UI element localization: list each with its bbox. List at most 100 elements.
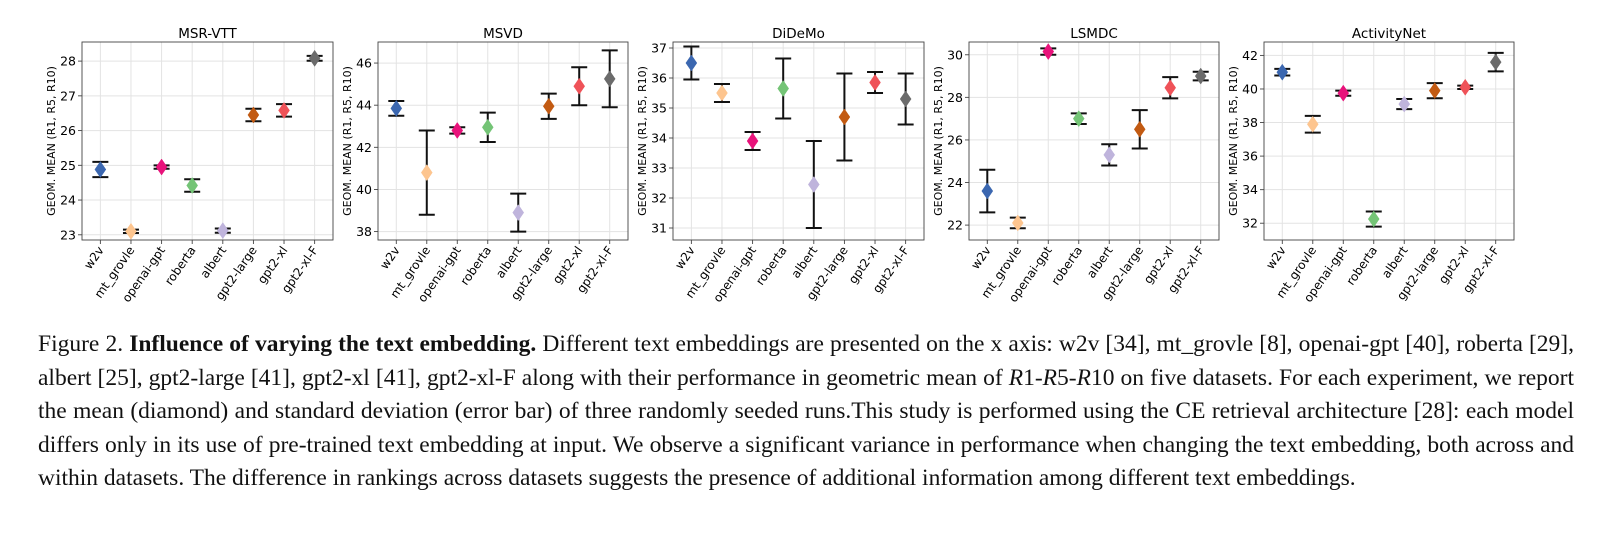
- caption-title: Influence of varying the text embedding.: [129, 331, 537, 357]
- chart-title: MSR-VTT: [178, 26, 237, 42]
- mean-diamond-gpt2-large: [1133, 120, 1146, 138]
- y-axis-label: GEOM. MEAN (R1, R5, R10): [341, 66, 354, 216]
- y-tick-label: 35: [651, 101, 667, 116]
- y-tick-label: 28: [60, 54, 76, 69]
- mean-diamond-roberta: [186, 177, 198, 194]
- mean-diamond-roberta: [777, 80, 789, 97]
- x-tick-label: albert: [789, 243, 821, 280]
- y-tick-label: 31: [651, 221, 667, 236]
- y-tick-label: 28: [947, 90, 963, 105]
- y-tick-label: 33: [651, 161, 667, 176]
- y-tick-label: 36: [1242, 149, 1258, 164]
- y-axis-label: GEOM. MEAN (R1, R5, R10): [636, 66, 649, 216]
- caption-figure-label: Figure 2.: [38, 331, 124, 357]
- plot-frame: [968, 41, 1220, 241]
- mean-diamond-mt-grovle: [420, 164, 433, 182]
- mean-diamond-albert: [1398, 95, 1411, 113]
- y-tick-label: 26: [60, 123, 76, 138]
- x-tick-label: albert: [1084, 243, 1116, 280]
- mean-diamond-gpt2-large: [1428, 82, 1441, 100]
- y-tick-label: 42: [1242, 48, 1258, 63]
- x-tick-label: roberta: [753, 244, 790, 288]
- mean-diamond-gpt2-xl: [869, 74, 881, 91]
- mean-diamond-albert: [1103, 146, 1116, 164]
- y-axis-label: GEOM. MEAN (R1, R5, R10): [45, 66, 58, 216]
- mean-diamond-albert: [217, 222, 229, 240]
- y-tick-label: 38: [356, 224, 372, 239]
- x-tick-label: w2v: [968, 244, 994, 272]
- x-tick-label: roberta: [162, 244, 199, 288]
- mean-diamond-roberta: [1072, 110, 1085, 128]
- mean-diamond-gpt2-xl-f: [1489, 53, 1502, 71]
- caption-text-2: on five datasets. For each experiment, w…: [38, 364, 1575, 492]
- y-tick-label: 25: [60, 158, 76, 173]
- chart-title: LSMDC: [1070, 26, 1118, 42]
- mean-diamond-gpt2-large: [838, 108, 851, 126]
- caption-math-r10: R: [1076, 364, 1091, 391]
- caption-math-r1-sub: 1-: [1023, 364, 1043, 391]
- figure-caption: Figure 2. Influence of varying the text …: [38, 328, 1574, 496]
- plot-frame: [81, 41, 334, 241]
- mean-diamond-gpt2-large: [247, 106, 260, 124]
- y-tick-label: 32: [1242, 216, 1258, 231]
- x-tick-label: w2v: [81, 244, 107, 272]
- mean-diamond-openai-gpt: [155, 158, 168, 176]
- y-tick-label: 34: [1242, 182, 1258, 197]
- x-tick-label: w2v: [672, 244, 698, 272]
- y-tick-label: 38: [1242, 115, 1258, 130]
- mean-diamond-w2v: [981, 182, 994, 200]
- y-tick-label: 40: [1242, 81, 1258, 96]
- chart-title: MSVD: [483, 26, 523, 42]
- y-tick-label: 37: [651, 41, 667, 56]
- mean-diamond-mt-grovle: [716, 84, 728, 102]
- mean-diamond-gpt2-xl-f: [1194, 67, 1207, 85]
- mean-diamond-gpt2-xl-f: [603, 70, 616, 88]
- x-tick-label: w2v: [1263, 244, 1289, 272]
- y-tick-label: 24: [60, 193, 76, 208]
- caption-text-1: Different text embeddings are presented …: [38, 331, 1575, 391]
- x-tick-label: roberta: [457, 244, 494, 288]
- y-tick-label: 32: [651, 191, 667, 206]
- y-tick-label: 30: [947, 47, 963, 62]
- mean-diamond-mt-grovle: [1306, 115, 1319, 133]
- x-tick-label: albert: [493, 243, 525, 280]
- caption-math-r5-sub: 5-: [1057, 364, 1077, 391]
- y-tick-label: 27: [60, 88, 76, 103]
- caption-math-r5: R: [1042, 364, 1058, 391]
- y-tick-label: 22: [947, 218, 963, 233]
- x-tick-label: roberta: [1048, 244, 1085, 288]
- mean-diamond-gpt2-xl: [1459, 78, 1472, 96]
- x-tick-label: roberta: [1343, 244, 1380, 288]
- mean-diamond-w2v: [1276, 63, 1289, 81]
- chart-title: ActivityNet: [1352, 26, 1426, 42]
- y-tick-label: 34: [651, 131, 667, 146]
- mean-diamond-albert: [808, 176, 820, 193]
- x-tick-label: albert: [1379, 243, 1411, 280]
- y-axis-label: GEOM. MEAN (R1, R5, R10): [1227, 66, 1240, 216]
- y-tick-label: 24: [947, 175, 963, 190]
- x-tick-label: w2v: [377, 244, 403, 272]
- mean-diamond-albert: [512, 204, 525, 222]
- mean-diamond-gpt2-xl: [278, 101, 290, 119]
- x-tick-label: albert: [198, 243, 230, 280]
- mean-diamond-w2v: [94, 161, 107, 178]
- y-tick-label: 44: [356, 98, 372, 113]
- mean-diamond-openai-gpt: [1337, 84, 1350, 102]
- chart-title: DiDeMo: [772, 26, 825, 42]
- caption-math-r10-sub: 10: [1090, 364, 1115, 391]
- mean-diamond-gpt2-large: [542, 97, 555, 115]
- mean-diamond-mt-grovle: [1011, 214, 1024, 232]
- y-tick-label: 42: [356, 140, 372, 155]
- mean-diamond-w2v: [685, 54, 698, 72]
- mean-diamond-gpt2-xl-f: [899, 90, 912, 108]
- mean-diamond-openai-gpt: [746, 132, 759, 150]
- y-tick-label: 36: [651, 71, 667, 86]
- mean-diamond-mt-grovle: [125, 222, 137, 240]
- mean-diamond-roberta: [1367, 210, 1380, 228]
- caption-math-r1: R: [1008, 364, 1024, 391]
